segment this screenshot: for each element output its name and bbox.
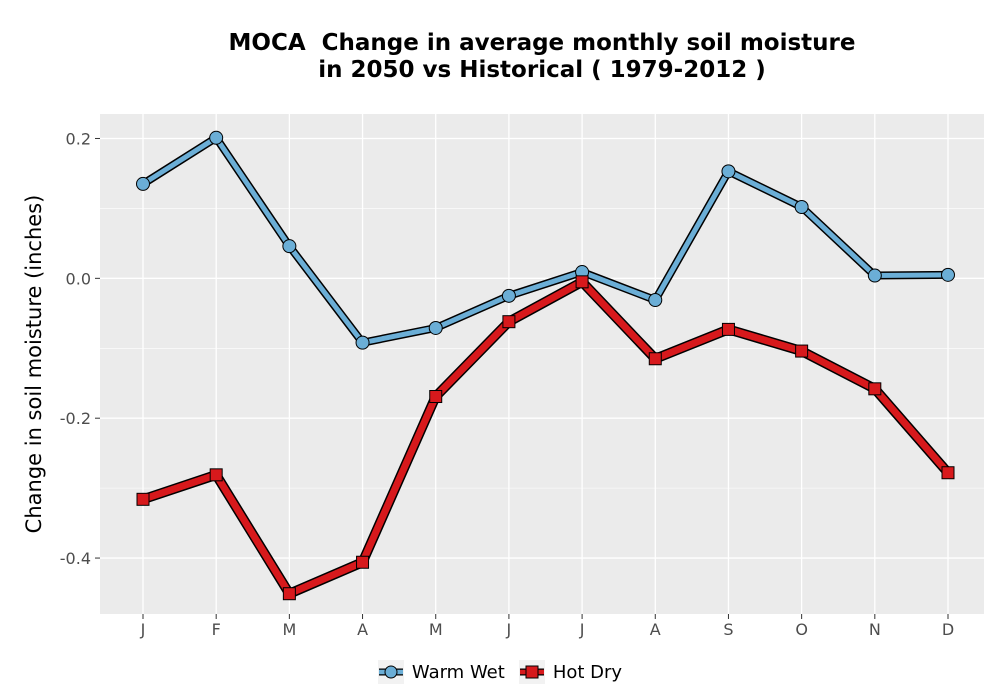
x-tick-label: F [212, 620, 221, 639]
data-point-warm-wet [428, 320, 443, 335]
data-point-hot-dry [648, 352, 662, 366]
x-tick-label: A [650, 620, 661, 639]
legend-item-hot-dry: Hot Dry [518, 660, 623, 684]
x-tick-label: O [795, 620, 808, 639]
x-tick-label: J [140, 620, 146, 639]
data-point-warm-wet [794, 200, 809, 215]
y-tick-label: 0.0 [66, 269, 91, 288]
data-point-hot-dry [721, 322, 735, 336]
data-point-hot-dry [868, 382, 882, 396]
square-marker-icon [518, 660, 545, 684]
x-tick-label: M [429, 620, 443, 639]
series-line-hot-dry [139, 278, 952, 598]
chart-title-line-1: MOCA Change in average monthly soil mois… [228, 30, 856, 56]
y-tick-label: -0.2 [60, 409, 91, 428]
series-line-warm-wet [140, 135, 951, 346]
legend-item-warm-wet: Warm Wet [377, 660, 505, 684]
chart-title-line-2: in 2050 vs Historical ( 1979-2012 ) [318, 57, 766, 83]
data-point-warm-wet [721, 164, 736, 179]
data-point-warm-wet [282, 239, 297, 254]
legend: Warm Wet Hot Dry [0, 660, 1000, 684]
data-point-warm-wet [209, 130, 224, 145]
data-point-warm-wet [136, 176, 150, 191]
data-point-hot-dry [502, 315, 516, 329]
x-tick-label: M [282, 620, 296, 639]
data-point-hot-dry [795, 344, 809, 358]
data-point-warm-wet [941, 267, 955, 282]
data-point-warm-wet [867, 268, 882, 283]
data-point-hot-dry [136, 492, 150, 506]
data-point-hot-dry [282, 587, 296, 601]
x-tick-label: J [579, 620, 585, 639]
circle-marker-icon [377, 660, 404, 684]
data-point-hot-dry [209, 468, 223, 482]
x-tick-label: D [942, 620, 954, 639]
data-point-hot-dry [429, 390, 443, 404]
x-tick-label: A [357, 620, 368, 639]
x-tick-label: S [723, 620, 733, 639]
data-point-warm-wet [501, 288, 516, 303]
y-tick-label: 0.2 [66, 129, 91, 148]
plot-panel [100, 114, 984, 614]
data-point-hot-dry [356, 555, 370, 569]
data-point-hot-dry [941, 466, 955, 480]
x-tick-label: N [869, 620, 881, 639]
x-tick-label: J [506, 620, 512, 639]
data-point-warm-wet [648, 293, 663, 308]
data-point-warm-wet [355, 335, 370, 350]
y-tick-label: -0.4 [60, 549, 91, 568]
legend-label-hot-dry: Hot Dry [552, 661, 623, 683]
legend-label-warm-wet: Warm Wet [411, 661, 505, 683]
data-point-hot-dry [575, 275, 589, 289]
chart-title: MOCA Change in average monthly soil mois… [100, 30, 984, 84]
